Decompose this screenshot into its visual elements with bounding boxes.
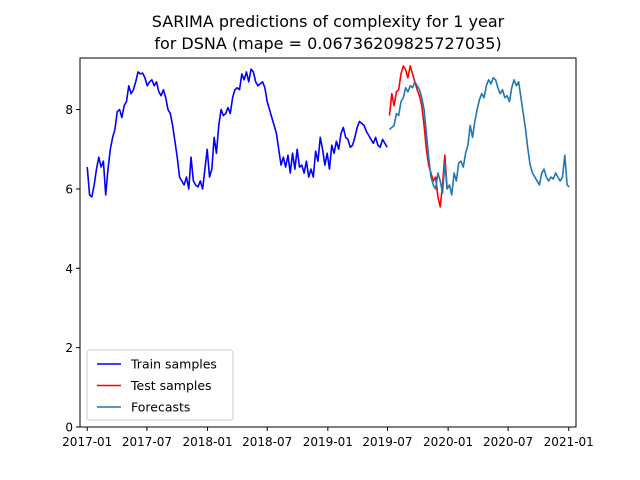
legend-box xyxy=(86,349,234,421)
series-line-2 xyxy=(388,77,570,196)
series-line-0 xyxy=(86,68,388,198)
x-tick-label: 2017-01 xyxy=(62,435,112,449)
series-line-1 xyxy=(388,65,448,208)
chart-title: SARIMA predictions of complexity for 1 y… xyxy=(152,12,505,31)
legend-label-0: Train samples xyxy=(130,357,217,372)
y-tick-label: 2 xyxy=(65,341,73,355)
x-tick-label: 2021-01 xyxy=(544,435,594,449)
y-axis: 0 2 4 6 8 xyxy=(65,103,80,435)
chart-subtitle: for DSNA (mape = 0.06736209825727035) xyxy=(154,34,501,53)
x-tick-label: 2019-01 xyxy=(303,435,353,449)
x-axis: 2017-01 2017-07 2018-01 2018-07 2019-01 2019-… xyxy=(62,427,594,449)
y-tick-label: 0 xyxy=(65,421,73,435)
x-tick-label: 2017-07 xyxy=(122,435,172,449)
x-tick-label: 2018-07 xyxy=(242,435,292,449)
y-tick-label: 6 xyxy=(65,182,73,196)
legend-label-1: Test samples xyxy=(130,378,212,393)
legend-label-2: Forecasts xyxy=(131,400,190,415)
y-tick-label: 4 xyxy=(65,262,73,276)
x-tick-label: 2018-01 xyxy=(182,435,232,449)
x-tick-label: 2019-07 xyxy=(362,435,412,449)
legend: Train samples Test samples Forecasts xyxy=(86,349,234,421)
series-layer xyxy=(86,65,570,208)
y-tick-label: 8 xyxy=(65,103,73,117)
x-tick-label: 2020-01 xyxy=(423,435,473,449)
x-tick-label: 2020-07 xyxy=(483,435,533,449)
